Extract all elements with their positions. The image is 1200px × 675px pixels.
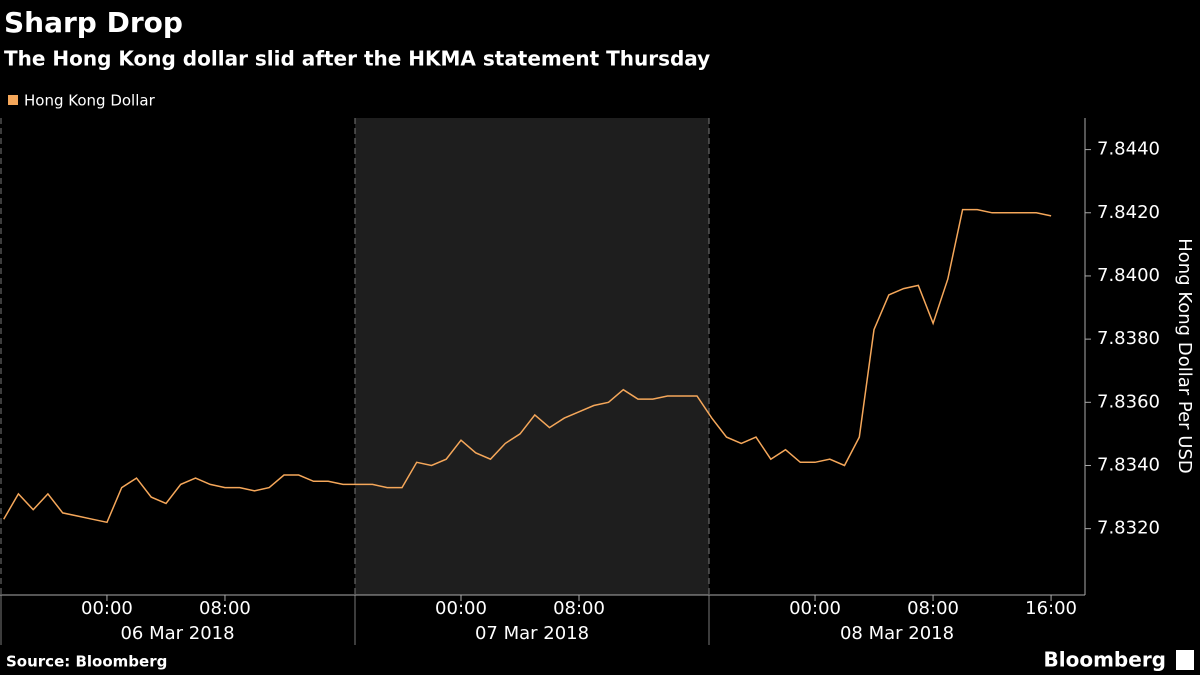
y-axis-title: Hong Kong Dollar Per USD	[1174, 238, 1195, 473]
x-tick-label: 16:00	[1025, 598, 1077, 619]
x-tick-label: 00:00	[789, 598, 841, 619]
x-tick-label: 08:00	[199, 598, 251, 619]
y-tick-label: 7.8340	[1097, 454, 1160, 475]
x-tick-label: 08:00	[553, 598, 605, 619]
x-group-label: 06 Mar 2018	[120, 623, 234, 644]
series-line	[3, 208, 1052, 524]
y-tick-label: 7.8400	[1097, 265, 1160, 286]
chart-subtitle: The Hong Kong dollar slid after the HKMA…	[4, 47, 710, 71]
legend-swatch	[8, 95, 18, 105]
y-tick-label: 7.8380	[1097, 328, 1160, 349]
x-tick-label: 00:00	[81, 598, 133, 619]
y-tick-label: 7.8440	[1097, 139, 1160, 160]
y-tick-label: 7.8420	[1097, 202, 1160, 223]
session-shade	[355, 118, 709, 595]
chart-title: Sharp Drop	[4, 6, 183, 39]
x-tick-label: 08:00	[907, 598, 959, 619]
x-group-label: 07 Mar 2018	[475, 623, 589, 644]
x-tick-label: 00:00	[435, 598, 487, 619]
y-tick-label: 7.8320	[1097, 518, 1160, 539]
x-group-label: 08 Mar 2018	[840, 623, 954, 644]
brand-icon	[1176, 650, 1194, 670]
source: Source: Bloomberg	[6, 653, 167, 671]
legend-label: Hong Kong Dollar	[24, 92, 156, 110]
brand: Bloomberg	[1044, 648, 1166, 672]
y-tick-label: 7.8360	[1097, 391, 1160, 412]
